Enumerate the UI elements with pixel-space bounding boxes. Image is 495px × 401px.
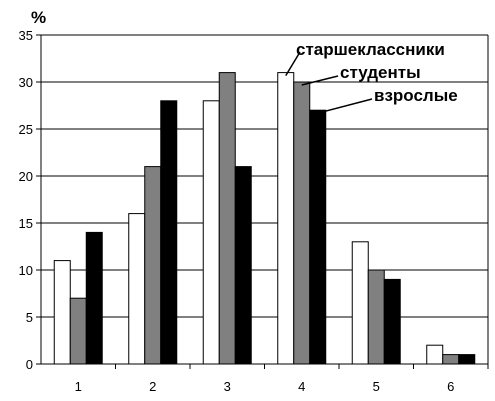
bar-3-5 xyxy=(383,278,401,365)
y-tick-label: 35 xyxy=(19,28,33,43)
axes xyxy=(36,34,489,369)
x-tick-label: 3 xyxy=(224,379,231,394)
bar-1-2 xyxy=(128,213,146,365)
callout-line-1 xyxy=(285,51,301,76)
series-label-2: студенты xyxy=(340,63,421,82)
y-tick-label: 15 xyxy=(19,216,33,231)
bar-1-4 xyxy=(277,72,295,365)
bar-1-6 xyxy=(426,344,444,365)
x-tick-label: 4 xyxy=(298,379,305,394)
bar-3-6 xyxy=(458,354,476,365)
bar-2-1 xyxy=(69,297,87,365)
bar-1-1 xyxy=(53,260,71,365)
bar-3-4 xyxy=(309,109,327,365)
bar-3-1 xyxy=(85,231,103,365)
bar-1-5 xyxy=(351,241,369,365)
bar-3-2 xyxy=(160,100,178,365)
y-tick-label: 20 xyxy=(19,169,33,184)
series-label-1: старшеклассники xyxy=(296,40,445,59)
bar-1-3 xyxy=(202,100,220,365)
x-tick-label: 5 xyxy=(373,379,380,394)
y-unit-label: % xyxy=(31,8,46,27)
y-tick-label: 30 xyxy=(19,75,33,90)
callout-line-3 xyxy=(317,98,373,114)
callout-line-2 xyxy=(301,75,339,86)
y-tick-label: 5 xyxy=(26,310,33,325)
bar-3-3 xyxy=(234,166,252,365)
y-tick-label: 10 xyxy=(19,263,33,278)
bar-2-4 xyxy=(293,81,311,365)
series-callouts: старшеклассники студенты взрослые xyxy=(285,40,458,114)
bars xyxy=(53,72,476,365)
bar-2-5 xyxy=(367,269,385,365)
y-tick-label: 0 xyxy=(26,357,33,372)
bar-2-6 xyxy=(442,354,460,365)
x-tick-label: 6 xyxy=(447,379,454,394)
x-tick-label: 2 xyxy=(149,379,156,394)
y-tick-label: 25 xyxy=(19,122,33,137)
bar-2-2 xyxy=(144,166,162,365)
x-tick-label: 1 xyxy=(75,379,82,394)
grid-lines xyxy=(41,34,488,318)
series-label-3: взрослые xyxy=(374,86,458,105)
bar-2-3 xyxy=(218,72,236,365)
x-tick-labels: 1 2 3 4 5 6 xyxy=(75,379,455,394)
y-tick-labels: 0 5 10 15 20 25 30 35 xyxy=(19,28,33,372)
